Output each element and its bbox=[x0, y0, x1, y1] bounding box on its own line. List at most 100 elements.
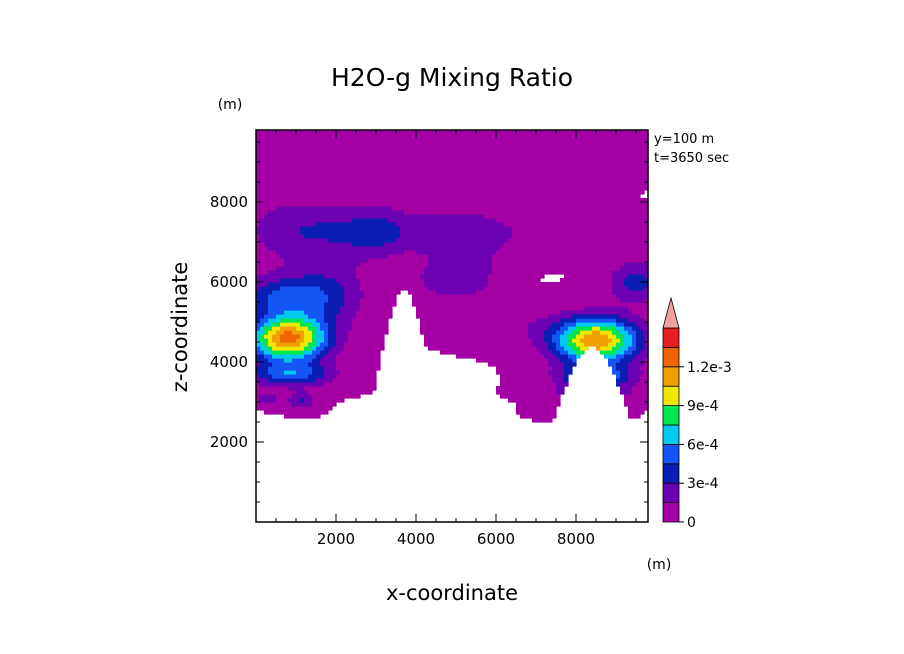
contour-cell bbox=[268, 306, 325, 311]
contour-cell bbox=[320, 342, 329, 347]
contour-cell bbox=[276, 250, 405, 255]
contour-cell bbox=[628, 370, 645, 375]
contour-cell bbox=[264, 334, 273, 339]
contour-cell bbox=[392, 206, 649, 211]
contour-cell bbox=[360, 306, 393, 311]
contour-cell bbox=[256, 346, 261, 351]
contour-cell bbox=[356, 266, 425, 271]
contour-cell bbox=[624, 394, 649, 399]
contour-cell bbox=[256, 194, 641, 199]
contour-cell bbox=[500, 394, 561, 399]
contour-cell bbox=[256, 290, 273, 295]
contour-cell bbox=[496, 250, 649, 255]
contour-cell bbox=[256, 358, 269, 363]
contour-cell bbox=[360, 278, 425, 283]
contour-cell bbox=[620, 390, 633, 395]
contour-cell bbox=[268, 342, 277, 347]
contour-cell bbox=[292, 402, 313, 407]
contour-cell bbox=[304, 386, 377, 391]
contour-cell bbox=[268, 270, 357, 275]
contour-cell bbox=[260, 222, 317, 227]
contour-cell bbox=[284, 358, 293, 363]
contour-cell bbox=[512, 234, 649, 239]
contour-cell bbox=[424, 270, 493, 275]
contour-cell bbox=[256, 338, 261, 343]
contour-cell bbox=[624, 262, 649, 267]
contour-cell bbox=[308, 374, 325, 379]
contour-cell bbox=[624, 278, 649, 283]
contour-cell bbox=[324, 366, 337, 371]
contour-cell bbox=[256, 142, 649, 147]
contour-cell bbox=[308, 390, 373, 395]
contour-cell bbox=[316, 342, 321, 347]
contour-cell bbox=[424, 266, 493, 271]
contour-cell bbox=[352, 242, 385, 247]
contour-cell bbox=[608, 334, 617, 339]
contour-cell bbox=[336, 330, 349, 335]
contour-cell bbox=[420, 274, 489, 279]
contour-cell bbox=[256, 138, 649, 143]
contour-cell bbox=[556, 330, 565, 335]
contour-cell bbox=[528, 322, 553, 327]
colorbar-extend-arrow bbox=[662, 296, 680, 329]
contour-cell bbox=[260, 374, 273, 379]
contour-cell bbox=[256, 334, 261, 339]
contour-cell bbox=[500, 374, 553, 379]
contour-cell bbox=[572, 338, 581, 343]
contour-cell bbox=[328, 342, 337, 347]
contour-cell bbox=[576, 326, 593, 331]
contour-cell bbox=[260, 218, 353, 223]
contour-cell bbox=[256, 342, 265, 347]
contour-cell bbox=[628, 274, 645, 279]
contour-cell bbox=[272, 290, 325, 295]
contour-cell bbox=[616, 342, 625, 347]
contour-cell bbox=[256, 406, 333, 411]
contour-cell bbox=[560, 338, 569, 343]
contour-cell bbox=[336, 366, 381, 371]
colorbar-band bbox=[662, 405, 680, 426]
y-axis-unit: (m) bbox=[218, 97, 243, 113]
contour-cell bbox=[620, 374, 629, 379]
contour-cell bbox=[564, 362, 577, 367]
contour-cell bbox=[416, 250, 497, 255]
contour-cell bbox=[312, 346, 317, 351]
contour-cell bbox=[260, 394, 277, 399]
colorbar-band bbox=[662, 482, 680, 504]
contour-cell bbox=[256, 238, 261, 243]
contour-cell bbox=[556, 342, 561, 347]
contour-cell bbox=[488, 278, 541, 283]
contour-cell bbox=[568, 350, 577, 355]
contour-cell bbox=[424, 334, 529, 339]
contour-cell bbox=[624, 282, 649, 287]
contour-cell bbox=[272, 338, 281, 343]
contour-cell bbox=[496, 366, 553, 371]
contour-cell bbox=[272, 326, 281, 331]
contour-cell bbox=[616, 326, 625, 331]
contour-cell bbox=[564, 370, 573, 375]
contour-cell bbox=[304, 354, 317, 359]
x-tick-label: 8000 bbox=[557, 530, 595, 548]
contour-cell bbox=[300, 342, 309, 347]
contour-cell bbox=[612, 366, 617, 371]
contour-cell bbox=[564, 374, 569, 379]
contour-cell bbox=[544, 354, 557, 359]
contour-cell bbox=[284, 258, 369, 263]
contour-cell bbox=[620, 266, 649, 271]
contour-cell bbox=[644, 286, 649, 291]
contour-cell bbox=[488, 362, 549, 367]
contour-cell bbox=[304, 334, 313, 339]
x-axis-label: x-coordinate bbox=[386, 581, 518, 605]
contour-cell bbox=[628, 406, 649, 411]
contour-cell bbox=[336, 322, 353, 327]
contour-cell bbox=[616, 378, 629, 383]
contour-cell bbox=[264, 354, 273, 359]
contour-cell bbox=[584, 306, 629, 311]
contour-cell bbox=[596, 346, 601, 351]
contour-cell bbox=[300, 226, 401, 231]
contour-cell bbox=[304, 274, 325, 279]
contour-cell bbox=[336, 358, 381, 363]
contour-cell bbox=[336, 314, 357, 319]
contour-cell bbox=[576, 322, 617, 327]
contour-cell bbox=[360, 302, 397, 307]
contour-cell bbox=[340, 370, 377, 375]
